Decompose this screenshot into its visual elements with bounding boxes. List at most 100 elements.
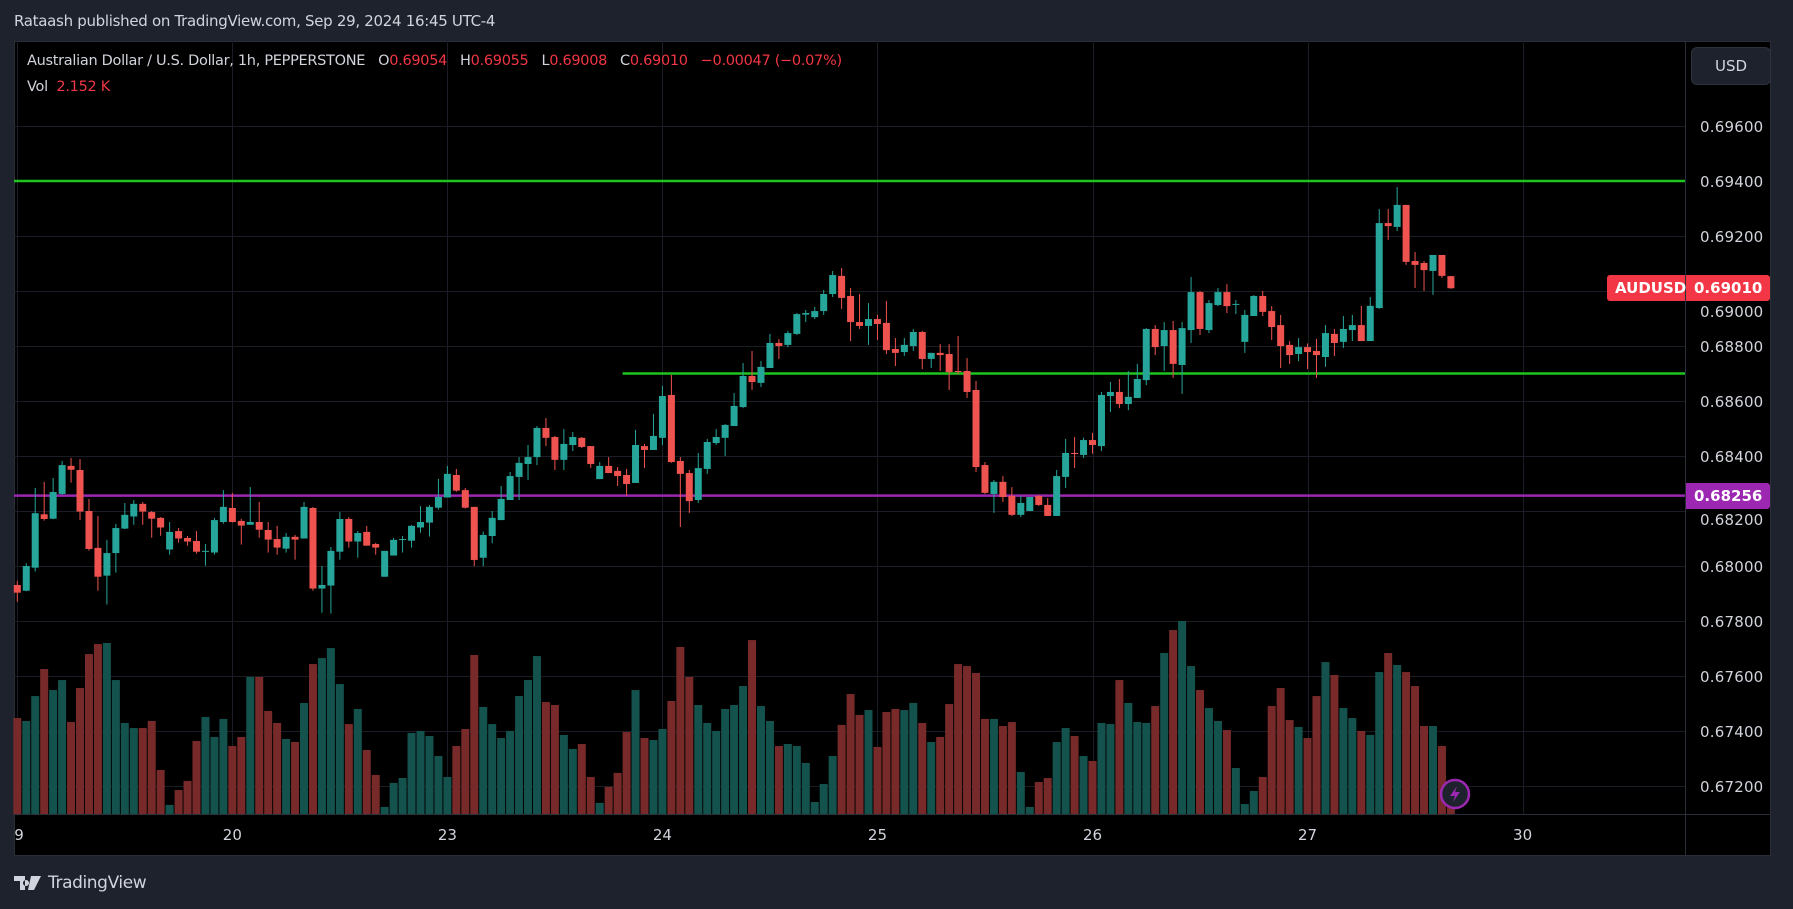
candle [1348, 314, 1356, 342]
volume-bar [685, 676, 694, 814]
candle-body [381, 550, 389, 577]
candle [1106, 382, 1114, 412]
volume-bar [1213, 720, 1222, 814]
time-tick-label: 9 [14, 826, 24, 844]
volume-bar [622, 732, 631, 814]
candle-body [318, 584, 326, 589]
candle-body [1339, 328, 1347, 342]
candle-body [1420, 262, 1428, 271]
candle [999, 476, 1007, 502]
volume-bar [156, 770, 165, 814]
candle [623, 468, 631, 496]
candle-body [130, 503, 138, 517]
tradingview-logo-text: TradingView [48, 873, 147, 893]
candle-body [981, 465, 989, 493]
tradingview-logo[interactable]: TradingView [14, 873, 147, 893]
candle [363, 525, 371, 546]
candle [1295, 338, 1303, 362]
price-tick-label: 0.68400 [1700, 447, 1764, 466]
candle-body [22, 566, 30, 591]
candle-body [201, 550, 209, 552]
candle [327, 547, 335, 614]
candle [1241, 309, 1249, 353]
candle [148, 511, 156, 538]
lightning-icon[interactable] [1439, 778, 1471, 810]
candle [578, 437, 586, 449]
candle [918, 330, 926, 370]
candle [1223, 284, 1231, 313]
candle-body [560, 443, 568, 460]
volume-bar [989, 718, 998, 814]
candle-body [632, 445, 640, 483]
candle [1205, 300, 1213, 334]
candle-body [927, 352, 935, 359]
price-tick-label: 0.69400 [1700, 172, 1764, 191]
candle [533, 426, 541, 466]
volume-bar [1437, 746, 1446, 814]
volume-bar [1411, 686, 1420, 814]
candle-body [112, 528, 120, 554]
candle-body [551, 437, 559, 460]
candle [255, 501, 263, 538]
price-tick-label: 0.68200 [1700, 511, 1764, 529]
price-tick-label: 0.67400 [1700, 722, 1764, 741]
last-price-label: 0.69010 [1686, 275, 1770, 301]
candle-body [1062, 452, 1070, 477]
candle [1160, 322, 1168, 372]
volume-bar [1204, 708, 1213, 814]
volume-bar [1321, 662, 1330, 814]
candle [40, 481, 48, 521]
candle-body [1304, 347, 1312, 353]
volume-bar [174, 790, 183, 814]
volume-bar [712, 730, 721, 814]
candle [1062, 438, 1070, 488]
candle-body [219, 506, 227, 522]
candle-body [31, 513, 39, 568]
candle [1178, 322, 1186, 394]
candle-body [434, 496, 442, 508]
volume-bar [1384, 652, 1393, 814]
volume-bar [452, 746, 461, 814]
candle-body [685, 473, 693, 502]
change-value: −0.00047 (−0.07%) [700, 53, 842, 69]
price-tick-label: 0.67200 [1700, 777, 1764, 796]
candle-body [1151, 328, 1159, 348]
volume-bar [380, 806, 389, 814]
time-tick-label: 26 [1082, 826, 1103, 844]
volume-bar [963, 666, 972, 814]
open-key: O [378, 53, 390, 69]
volume-bar [1393, 664, 1402, 814]
candle [694, 452, 702, 504]
candle [703, 438, 711, 474]
candle-body [784, 333, 792, 345]
volume-bar [676, 646, 685, 814]
volume-bar [147, 720, 156, 814]
volume-bar [58, 680, 67, 814]
volume-bar [273, 722, 282, 814]
volume-bar [219, 718, 228, 814]
candle-body [909, 331, 917, 346]
volume-key[interactable]: Vol [27, 79, 48, 95]
candle [219, 490, 227, 524]
candle [399, 536, 407, 553]
symbol-title[interactable]: Australian Dollar / U.S. Dollar, 1h, PEP… [27, 53, 366, 69]
horizontal-levels[interactable] [14, 179, 1685, 497]
candle [488, 511, 496, 544]
close-value: 0.69010 [629, 53, 688, 69]
candle [1026, 496, 1034, 511]
candle [838, 267, 846, 309]
currency-button[interactable]: USD [1691, 47, 1771, 85]
candle [891, 338, 899, 367]
candle [390, 537, 398, 556]
volume-bar [936, 736, 945, 814]
volume-bar [389, 782, 398, 814]
candle [470, 506, 478, 566]
volume-bar [694, 704, 703, 814]
candle-body [811, 311, 819, 318]
volume-bar [748, 640, 757, 814]
candle-body [443, 473, 451, 498]
volume-bar [891, 708, 900, 814]
candle-body [1160, 330, 1168, 346]
candle-body [533, 427, 541, 458]
